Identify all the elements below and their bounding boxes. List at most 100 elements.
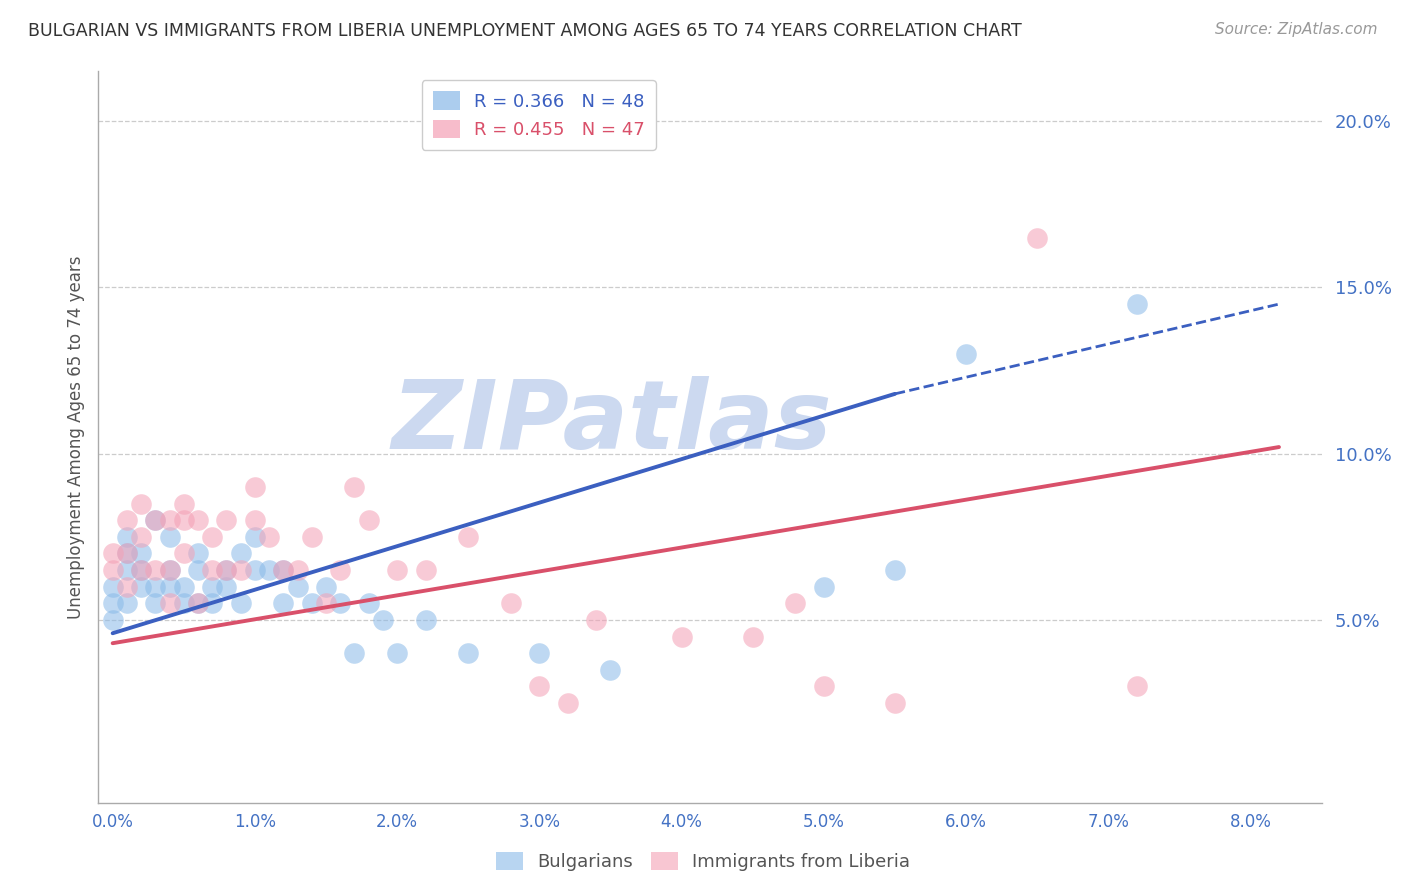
Point [187, 563, 209, 577]
Point [955, 347, 977, 361]
Point [159, 563, 181, 577]
Point [529, 646, 551, 660]
Point [229, 563, 252, 577]
Legend: R = 0.366   N = 48, R = 0.455   N = 47: R = 0.366 N = 48, R = 0.455 N = 47 [422, 80, 655, 150]
Point [159, 596, 181, 610]
Point [129, 563, 152, 577]
Point [159, 513, 181, 527]
Point [115, 596, 138, 610]
Point [257, 530, 280, 544]
Point [457, 530, 479, 544]
Point [785, 596, 807, 610]
Point [159, 530, 181, 544]
Point [813, 680, 835, 694]
Point [1125, 680, 1147, 694]
Point [301, 530, 323, 544]
Point [884, 696, 907, 710]
Point [343, 646, 366, 660]
Point [329, 563, 352, 577]
Point [287, 563, 309, 577]
Point [599, 663, 621, 677]
Point [115, 513, 138, 527]
Point [243, 530, 266, 544]
Point [529, 680, 551, 694]
Point [173, 580, 195, 594]
Point [557, 696, 579, 710]
Y-axis label: Unemployment Among Ages 65 to 74 years: Unemployment Among Ages 65 to 74 years [66, 255, 84, 619]
Point [129, 580, 152, 594]
Point [129, 563, 152, 577]
Point [173, 596, 195, 610]
Point [385, 646, 408, 660]
Point [415, 613, 437, 627]
Point [343, 480, 366, 494]
Point [173, 546, 195, 560]
Point [243, 513, 266, 527]
Point [201, 596, 224, 610]
Point [215, 580, 238, 594]
Point [585, 613, 607, 627]
Point [1125, 297, 1147, 311]
Point [159, 580, 181, 594]
Point [671, 630, 693, 644]
Point [229, 546, 252, 560]
Point [101, 546, 124, 560]
Point [315, 580, 337, 594]
Point [243, 563, 266, 577]
Point [143, 513, 166, 527]
Point [101, 580, 124, 594]
Point [201, 530, 224, 544]
Point [357, 513, 380, 527]
Point [287, 580, 309, 594]
Point [187, 596, 209, 610]
Point [173, 497, 195, 511]
Text: ZIPatlas: ZIPatlas [392, 376, 832, 469]
Point [143, 513, 166, 527]
Point [129, 546, 152, 560]
Point [215, 563, 238, 577]
Point [357, 596, 380, 610]
Point [115, 563, 138, 577]
Point [187, 513, 209, 527]
Point [101, 596, 124, 610]
Point [115, 546, 138, 560]
Point [129, 497, 152, 511]
Point [415, 563, 437, 577]
Point [385, 563, 408, 577]
Point [115, 580, 138, 594]
Point [143, 563, 166, 577]
Point [143, 596, 166, 610]
Point [187, 596, 209, 610]
Text: BULGARIAN VS IMMIGRANTS FROM LIBERIA UNEMPLOYMENT AMONG AGES 65 TO 74 YEARS CORR: BULGARIAN VS IMMIGRANTS FROM LIBERIA UNE… [28, 22, 1022, 40]
Point [1026, 230, 1049, 244]
Point [273, 563, 295, 577]
Point [301, 596, 323, 610]
Text: Source: ZipAtlas.com: Source: ZipAtlas.com [1215, 22, 1378, 37]
Point [257, 563, 280, 577]
Point [101, 563, 124, 577]
Point [229, 596, 252, 610]
Point [243, 480, 266, 494]
Point [813, 580, 835, 594]
Point [201, 580, 224, 594]
Point [273, 563, 295, 577]
Point [457, 646, 479, 660]
Legend: Bulgarians, Immigrants from Liberia: Bulgarians, Immigrants from Liberia [488, 845, 918, 879]
Point [215, 563, 238, 577]
Point [273, 596, 295, 610]
Point [159, 563, 181, 577]
Point [315, 596, 337, 610]
Point [499, 596, 522, 610]
Point [115, 546, 138, 560]
Point [201, 563, 224, 577]
Point [187, 546, 209, 560]
Point [173, 513, 195, 527]
Point [884, 563, 907, 577]
Point [371, 613, 394, 627]
Point [329, 596, 352, 610]
Point [115, 530, 138, 544]
Point [215, 513, 238, 527]
Point [741, 630, 763, 644]
Point [101, 613, 124, 627]
Point [129, 530, 152, 544]
